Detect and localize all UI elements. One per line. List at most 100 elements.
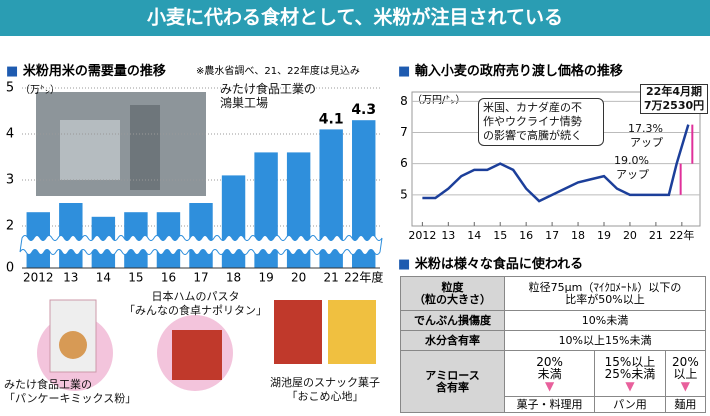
cell: 10%以上15%未満 bbox=[504, 330, 706, 351]
rise-line: アップ bbox=[629, 136, 663, 149]
y-tick-label: 2 bbox=[6, 219, 14, 234]
plot-frame bbox=[411, 91, 701, 227]
row-label: でんぷん損傷度 bbox=[399, 310, 506, 331]
row-label: 粒度 （粒の大きさ） bbox=[399, 276, 506, 311]
rise-line: 17.3% bbox=[628, 122, 663, 135]
machine bbox=[130, 105, 160, 190]
cell-line: 20% bbox=[672, 354, 699, 369]
caption-line: みたけ食品工業の bbox=[220, 82, 317, 96]
x-tick-label: 20 bbox=[623, 229, 637, 242]
pancake bbox=[59, 331, 87, 359]
cell-line: 以上 bbox=[673, 366, 698, 381]
row-label: 水分含有率 bbox=[399, 330, 506, 351]
y-tick-label: 0 bbox=[6, 261, 14, 276]
rise-line: アップ bbox=[615, 168, 649, 181]
cell-line: 比率が50%以上 bbox=[565, 292, 645, 306]
x-tick-label: 22年度 bbox=[344, 270, 383, 285]
value-label: 7万2530円 bbox=[643, 99, 705, 112]
caption-line: 湖池屋のスナック菓子 bbox=[270, 376, 380, 389]
x-tick-label: 13 bbox=[441, 229, 455, 242]
triangle: ▼ bbox=[544, 378, 555, 393]
x-tick-label: 17 bbox=[545, 229, 559, 242]
cell-line: （粒の大きさ） bbox=[414, 292, 492, 306]
price-line bbox=[422, 124, 690, 203]
product-package bbox=[328, 300, 376, 364]
header-band bbox=[0, 0, 710, 36]
product-caption: 日本ハムのパスタ 「みんなの食卓ナポリタン」 bbox=[124, 290, 267, 318]
product-caption: 湖池屋のスナック菓子 「おこめ心地」 bbox=[262, 376, 388, 404]
page-title: 小麦に代わる食材として、米粉が注目されている bbox=[147, 6, 563, 29]
callout-line: の影響で高騰が続く bbox=[483, 129, 582, 142]
y-axis-label: （万円/㌧） bbox=[412, 94, 465, 106]
bar bbox=[319, 129, 343, 268]
period: 22年4月期 bbox=[646, 85, 702, 98]
use: パン用 bbox=[594, 396, 666, 413]
cell-line: 粒度 bbox=[441, 280, 464, 294]
product-caption: みたけ食品工業の 「パンケーキミックス粉」 bbox=[4, 378, 136, 406]
x-tick-label: 22年 bbox=[669, 228, 694, 242]
bar bbox=[254, 152, 278, 268]
triangle: ▼ bbox=[625, 378, 635, 393]
caption-line: 「みんなの食卓ナポリタン」 bbox=[124, 304, 267, 317]
caption-line: 日本ハムのパスタ bbox=[151, 290, 240, 303]
cell-line: 未満 bbox=[537, 366, 562, 381]
x-tick-label: 14 bbox=[467, 229, 481, 242]
cell-line: アミロース bbox=[425, 368, 480, 382]
section-title: ■ 輸入小麦の政府売り渡し価格の推移 bbox=[398, 63, 623, 79]
y-tick-label: 3 bbox=[6, 173, 14, 188]
use: 菓子・料理用 bbox=[504, 396, 596, 413]
x-tick-label: 15 bbox=[128, 271, 143, 285]
x-tick-label: 21 bbox=[324, 271, 339, 285]
callout: 米国、カナダ産の不 作やウクライナ情勢 の影響で高騰が続く bbox=[478, 98, 604, 146]
value-label: 4.1 bbox=[319, 111, 344, 127]
cell-line: 含有率 bbox=[436, 380, 470, 394]
x-tick-label: 19 bbox=[597, 229, 611, 242]
caption-line: みたけ食品工業の bbox=[4, 378, 92, 391]
y-tick-label: 7 bbox=[400, 125, 408, 139]
cell: 20% 以上 ▼ bbox=[664, 350, 707, 397]
x-tick-label: 16 bbox=[161, 271, 176, 285]
cell-line: 粒径75μm（ﾏｲｸﾛﾒｰﾄﾙ）以下の bbox=[528, 280, 682, 294]
y-tick-label: 5 bbox=[6, 81, 14, 96]
chart-title: 米粉用米の需要量の推移 bbox=[23, 63, 166, 79]
y-tick-label: 6 bbox=[400, 156, 408, 170]
x-tick-label: 2012 bbox=[23, 271, 54, 285]
cell: 粒径75μm（ﾏｲｸﾛﾒｰﾄﾙ）以下の 比率が50%以上 bbox=[504, 276, 706, 311]
bar bbox=[352, 120, 376, 268]
product-package bbox=[172, 330, 222, 380]
section-title: ■ 米粉用米の需要量の推移 bbox=[6, 63, 166, 79]
x-tick-label: 14 bbox=[96, 271, 111, 285]
y-tick-label: 5 bbox=[400, 187, 408, 201]
price-callout: 22年4月期 7万2530円 bbox=[640, 84, 708, 114]
x-tick-label: 2012 bbox=[408, 229, 436, 242]
x-tick-label: 16 bbox=[519, 229, 533, 242]
x-tick-label: 15 bbox=[493, 229, 507, 242]
machine bbox=[60, 120, 120, 180]
spec-table: 粒度 （粒の大きさ） 粒径75μm（ﾏｲｸﾛﾒｰﾄﾙ）以下の 比率が50%以上 でんぷ… bbox=[399, 276, 707, 413]
x-tick-label: 18 bbox=[571, 229, 585, 242]
y-tick-label: 8 bbox=[400, 94, 408, 108]
x-tick-label: 13 bbox=[63, 271, 78, 285]
table-title: 米粉は様々な食品に使われる bbox=[415, 256, 583, 272]
cell: 20% 未満 ▼ bbox=[504, 350, 596, 397]
caption-line: 鴻巣工場 bbox=[220, 96, 269, 110]
triangle: ▼ bbox=[680, 378, 690, 393]
rise-line: 19.0% bbox=[614, 154, 649, 167]
caption-line: 「おこめ心地」 bbox=[286, 390, 364, 403]
cell-line: 15%以上 bbox=[604, 354, 656, 369]
caption-line: 「パンケーキミックス粉」 bbox=[4, 392, 137, 405]
row-label: アミロース 含有率 bbox=[399, 350, 506, 413]
rise-label: 17.3% アップ bbox=[628, 122, 663, 150]
y-axis-label: （万㌧） bbox=[20, 84, 60, 96]
x-tick-label: 21 bbox=[649, 229, 663, 242]
bar bbox=[59, 203, 83, 268]
note: ※農水省調べ、21、22年度は見込み bbox=[196, 64, 360, 77]
value-label: 4.3 bbox=[351, 102, 376, 118]
photo-caption: みたけ食品工業の 鴻巣工場 bbox=[220, 82, 316, 110]
callout-line: 作やウクライナ情勢 bbox=[483, 115, 582, 128]
y-tick-label: 4 bbox=[6, 127, 14, 142]
chart-title: 輸入小麦の政府売り渡し価格の推移 bbox=[415, 63, 623, 79]
callout-line: 米国、カナダ産の不 bbox=[483, 101, 582, 114]
